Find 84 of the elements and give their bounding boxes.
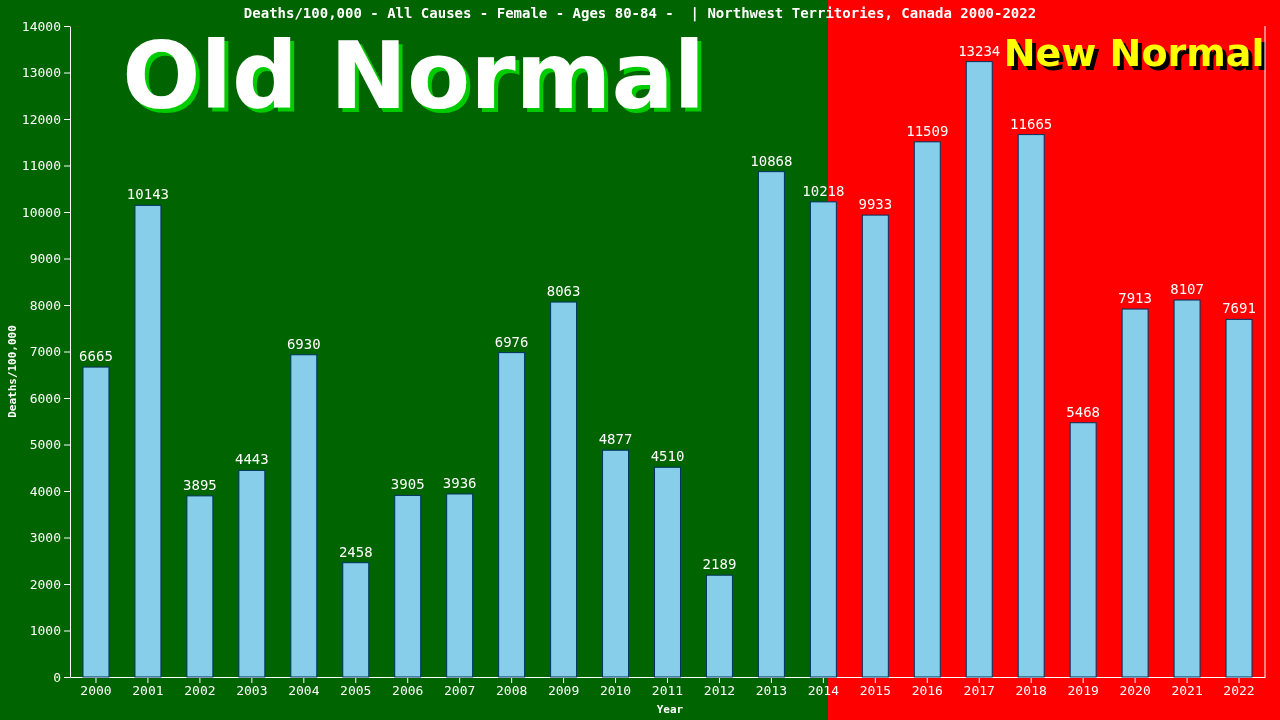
x-tick-label: 2018	[1015, 683, 1047, 699]
data-label: 10143	[126, 186, 170, 203]
x-tick-label: 2022	[1223, 683, 1255, 699]
bar	[290, 354, 318, 678]
data-label: 4510	[650, 448, 685, 465]
bar	[134, 204, 162, 678]
bar	[238, 469, 266, 678]
x-tick-label: 2002	[184, 683, 216, 699]
x-tick-label: 2006	[392, 683, 424, 699]
x-tick-label: 2016	[911, 683, 943, 699]
data-label: 3905	[390, 476, 425, 493]
x-axis-title: Year	[656, 703, 684, 716]
data-label: 9933	[858, 196, 893, 213]
bar	[186, 495, 214, 678]
y-tick-label: 7000	[29, 344, 61, 360]
data-label: 3895	[183, 476, 217, 493]
x-tick-label: 2003	[236, 683, 268, 699]
y-tick-label: 13000	[21, 65, 61, 81]
x-tick-label: 2015	[859, 683, 891, 699]
data-label: 13234	[958, 42, 1001, 59]
bar	[757, 171, 785, 678]
y-tick-label: 9000	[29, 251, 61, 267]
x-tick-label: 2009	[547, 683, 580, 699]
data-label: 6976	[494, 333, 529, 350]
x-tick-label: 2012	[703, 683, 736, 699]
y-tick-label: 10000	[21, 204, 61, 220]
x-tick-label: 2005	[340, 683, 372, 699]
y-tick-label: 4000	[29, 483, 61, 499]
bar	[602, 449, 630, 678]
x-tick-label: 2013	[755, 683, 788, 699]
data-label: 4877	[598, 431, 633, 448]
data-label: 3936	[442, 474, 477, 491]
bar	[1121, 308, 1149, 678]
data-label: 7691	[1222, 300, 1256, 317]
bar	[394, 494, 422, 678]
bar	[1069, 422, 1097, 678]
data-label: 5468	[1066, 403, 1101, 420]
data-label: 4443	[234, 451, 269, 468]
bar	[965, 61, 993, 678]
x-tick-label: 2007	[444, 683, 476, 699]
y-tick-label: 5000	[29, 437, 61, 453]
bar	[342, 562, 370, 678]
bar	[705, 574, 733, 678]
x-tick-label: 2008	[495, 683, 528, 699]
bar	[654, 466, 681, 678]
y-tick-label: 2000	[29, 576, 61, 592]
x-tick-label: 2020	[1119, 683, 1151, 699]
data-label: 8063	[546, 283, 581, 300]
bar	[1017, 134, 1045, 678]
y-tick-label: 3000	[29, 530, 61, 546]
x-tick-label: 2011	[651, 683, 684, 699]
data-label: 2458	[338, 543, 373, 560]
bar	[82, 366, 110, 678]
x-tick-label: 2017	[963, 683, 995, 699]
bar	[498, 352, 526, 678]
y-axis-title: Deaths/100,000	[6, 325, 19, 418]
data-label: 6930	[286, 335, 321, 352]
data-label: 6665	[79, 348, 113, 365]
bar	[550, 301, 578, 678]
y-tick-label: 0	[53, 669, 61, 685]
x-tick-label: 2004	[288, 683, 320, 699]
y-tick-label: 6000	[29, 390, 61, 406]
y-tick-label: 11000	[21, 158, 61, 174]
y-tick-label: 14000	[21, 18, 61, 34]
y-tick-label: 8000	[29, 297, 61, 313]
x-tick-label: 2001	[132, 683, 164, 699]
x-tick-label: 2021	[1171, 683, 1203, 699]
data-label: 7913	[1118, 290, 1152, 307]
data-label: 8107	[1170, 281, 1204, 298]
bar	[1225, 318, 1253, 678]
data-label: 11665	[1010, 115, 1053, 132]
bar	[446, 493, 474, 678]
x-tick-label: 2010	[599, 683, 632, 699]
x-tick-label: 2000	[80, 683, 112, 699]
bar	[861, 214, 889, 678]
bar	[913, 141, 941, 678]
y-tick-label: 1000	[29, 623, 61, 639]
y-tick-label: 12000	[21, 111, 61, 127]
data-label: 11509	[906, 122, 949, 139]
data-label: 10868	[750, 152, 793, 169]
x-tick-label: 2019	[1067, 683, 1099, 699]
bar	[1173, 299, 1201, 678]
bar	[809, 201, 837, 678]
data-label: 2189	[702, 556, 737, 573]
